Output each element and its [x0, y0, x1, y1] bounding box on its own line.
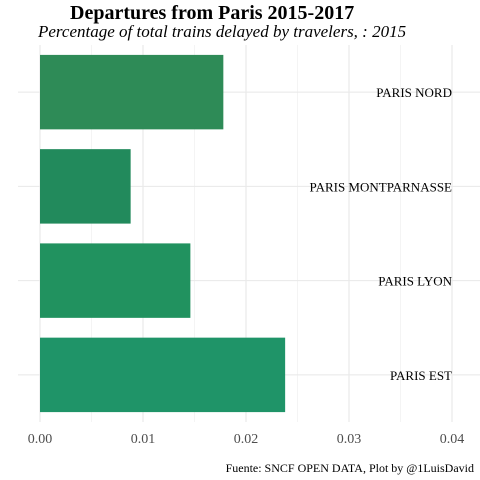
bar-label: PARIS NORD	[376, 85, 452, 100]
chart-subtitle: Percentage of total trains delayed by tr…	[38, 22, 407, 41]
x-tick-label: 0.02	[234, 432, 259, 447]
bar-paris-lyon	[40, 243, 191, 318]
x-tick-label: 0.01	[131, 432, 156, 447]
bar-paris-montparnasse	[40, 149, 131, 224]
bar-label: PARIS EST	[390, 368, 452, 383]
x-tick-label: 0.00	[28, 432, 53, 447]
bar-label: PARIS MONTPARNASSE	[310, 179, 453, 194]
bar-label: PARIS LYON	[378, 274, 452, 289]
chart-caption: Fuente: SNCF OPEN DATA, Plot by @1LuisDa…	[225, 461, 474, 475]
x-tick-label: 0.04	[440, 432, 465, 447]
x-tick-label: 0.03	[337, 432, 362, 447]
chart-title: Departures from Paris 2015-2017	[70, 2, 355, 24]
bar-paris-est	[40, 337, 286, 413]
bar-paris-nord	[40, 54, 224, 130]
